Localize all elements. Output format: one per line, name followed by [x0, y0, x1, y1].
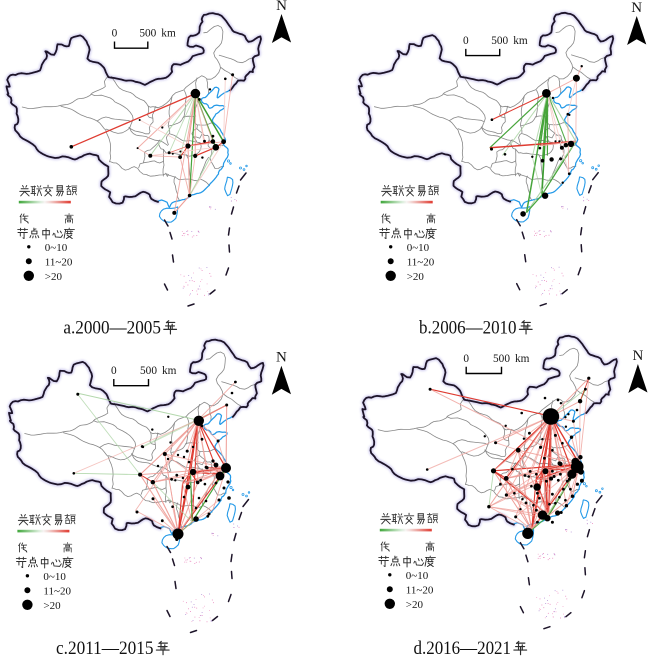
svg-text:>20: >20 [406, 599, 424, 611]
svg-text:c.2011—2015: c.2011—2015 [56, 638, 154, 656]
svg-text:0~10: 0~10 [43, 571, 66, 583]
svg-text:N: N [276, 350, 287, 366]
svg-text:500: 500 [140, 365, 157, 377]
svg-text:>20: >20 [407, 271, 425, 283]
svg-text:500: 500 [493, 353, 510, 365]
svg-text:km: km [161, 28, 176, 40]
svg-text:0~10: 0~10 [45, 242, 68, 254]
svg-text:500: 500 [139, 28, 156, 40]
svg-text:km: km [162, 365, 177, 377]
svg-text:N: N [632, 348, 643, 364]
svg-text:0: 0 [111, 365, 117, 377]
svg-text:11~20: 11~20 [43, 585, 71, 597]
svg-text:a.2000—2005: a.2000—2005 [63, 317, 160, 338]
svg-text:0: 0 [112, 28, 118, 40]
svg-text:0: 0 [463, 35, 469, 47]
svg-text:11~20: 11~20 [406, 584, 434, 596]
svg-text:>20: >20 [45, 271, 63, 283]
svg-text:11~20: 11~20 [45, 256, 73, 268]
svg-text:0: 0 [463, 353, 469, 365]
svg-text:d.2016—2021: d.2016—2021 [414, 638, 512, 656]
svg-text:0~10: 0~10 [406, 570, 429, 582]
svg-text:0~10: 0~10 [407, 242, 430, 254]
svg-text:b.2006—2010: b.2006—2010 [419, 317, 517, 338]
svg-text:N: N [276, 0, 287, 14]
svg-text:500: 500 [491, 35, 508, 47]
svg-text:km: km [513, 35, 528, 47]
svg-text:N: N [631, 0, 642, 16]
svg-text:>20: >20 [43, 600, 61, 612]
svg-text:11~20: 11~20 [407, 256, 435, 268]
svg-text:km: km [515, 353, 530, 365]
